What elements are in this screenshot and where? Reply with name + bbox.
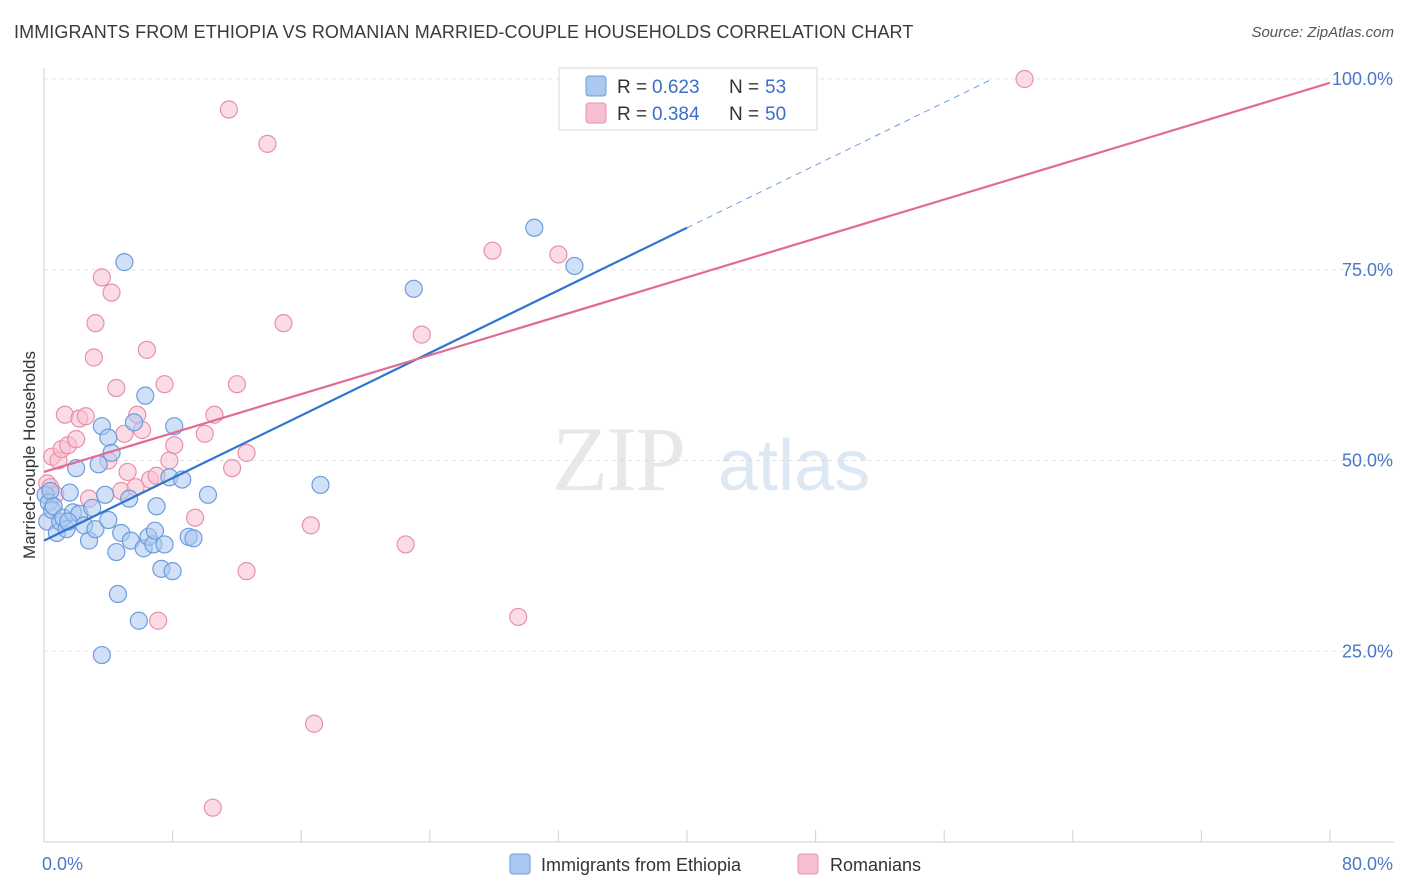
romanians-point-14 [92,268,111,287]
romanians-point-24 [137,340,156,359]
ethiopia-point-30 [124,413,144,432]
y-axis-title: Married-couple Households [20,351,39,559]
ethiopia-point-37 [147,497,166,516]
ethiopia-point-20 [95,485,115,504]
y-tick-labels: 25.0% 50.0% 75.0% 100.0% [1332,69,1393,661]
romanians-point-28 [155,375,174,394]
romanians-point-39 [237,562,256,581]
romanians-point-40 [258,134,277,153]
chart-title: IMMIGRANTS FROM ETHIOPIA VS ROMANIAN MAR… [14,22,914,42]
romanians-point-30 [165,436,184,455]
ethiopia-point-50 [525,218,544,237]
ethiopia-point-31 [129,611,148,630]
romanians-point-48 [549,245,568,264]
romanians-point-8 [67,430,86,449]
ethiopia-point-46 [198,485,218,504]
ethiopia-point-33 [136,386,155,405]
legend-swatch-pink [585,102,607,124]
romanians-point-46 [483,241,502,260]
romanians-point-47 [509,607,528,627]
romanians-point-37 [227,375,246,394]
romanians-point-17 [107,378,126,398]
romanians-point-13 [86,314,105,333]
ethiopia-point-3 [41,481,60,501]
legend-bottom: Immigrants from Ethiopia Romanians [509,853,921,875]
legend-bottom-swatch-pink [797,853,819,875]
romanians-point-31 [186,508,205,527]
series-romanians [38,69,1034,817]
romanians-point-10 [76,407,95,426]
source-label: Source: ZipAtlas.com [1251,24,1394,41]
ethiopia-point-25 [108,584,128,604]
ethiopia-point-10 [60,483,79,502]
ethiopia-trend-line [43,226,688,542]
x-tick-label-80: 80.0% [1342,854,1393,874]
watermark: ZIP atlas [552,408,870,510]
y-tick-label-25: 25.0% [1342,641,1393,661]
romanians-point-16 [102,283,121,302]
ethiopia-point-39 [155,535,174,554]
x-tick-label-0: 0.0% [42,854,83,874]
legend-n-value-blue: 53 [765,77,786,98]
legend-r-label-blue: R = [617,77,647,98]
legend-r-value-blue: 0.623 [652,77,700,98]
romanians-point-44 [396,535,415,554]
ethiopia-point-17 [86,520,105,539]
romanians-point-38 [237,443,256,462]
romanians-point-12 [84,348,103,367]
legend-n-label-pink: N = [729,104,759,125]
romanians-point-27 [149,611,168,630]
romanians-point-45 [412,325,431,344]
legend-n-value-pink: 50 [765,104,786,125]
romanians-point-43 [304,714,324,733]
legend-bottom-swatch-blue [509,853,531,875]
ethiopia-point-23 [102,443,121,462]
romanians-point-36 [222,459,242,478]
x-tick-marks [43,830,1331,842]
ethiopia-point-47 [92,645,111,665]
legend-r-label-pink: R = [617,104,647,125]
ethiopia-point-21 [99,428,118,447]
ethiopia-point-48 [311,475,330,495]
trend-lines [43,78,1331,542]
ethiopia-trend-extension [686,78,993,229]
romanians-point-29 [160,451,179,470]
ethiopia-point-41 [163,562,182,581]
legend-n-label-blue: N = [729,77,759,98]
romanians-point-41 [274,314,293,333]
watermark-zip: ZIP [552,408,684,510]
ethiopia-point-51 [565,256,584,276]
watermark-atlas: atlas [718,426,870,506]
romanians-point-20 [118,462,137,482]
legend-r-value-pink: 0.384 [652,104,700,125]
legend-bottom-label-romanians: Romanians [830,855,921,875]
legend-top: R = 0.623 N = 53 R = 0.384 N = 50 [558,67,818,131]
ethiopia-point-22 [99,510,118,530]
legend-swatch-blue [585,75,607,97]
legend-bottom-label-ethiopia: Immigrants from Ethiopia [541,855,742,875]
y-tick-label-75: 75.0% [1342,260,1393,280]
y-tick-label-100: 100.0% [1332,69,1393,89]
romanians-trend-line [43,81,1331,473]
ethiopia-point-45 [184,529,203,548]
y-tick-label-50: 50.0% [1342,451,1393,471]
ethiopia-point-24 [107,542,126,562]
romanians-point-32 [195,424,214,443]
romanians-point-49 [1015,69,1034,89]
ethiopia-point-36 [145,521,165,540]
series-ethiopia [36,218,584,665]
x-tick-labels: 0.0% 80.0% [42,854,1393,874]
ethiopia-point-27 [115,253,134,272]
romanians-point-34 [203,798,222,817]
romanians-point-42 [301,516,320,535]
ethiopia-point-49 [404,279,423,298]
romanians-point-35 [219,100,238,119]
ethiopia-point-52 [59,512,78,531]
